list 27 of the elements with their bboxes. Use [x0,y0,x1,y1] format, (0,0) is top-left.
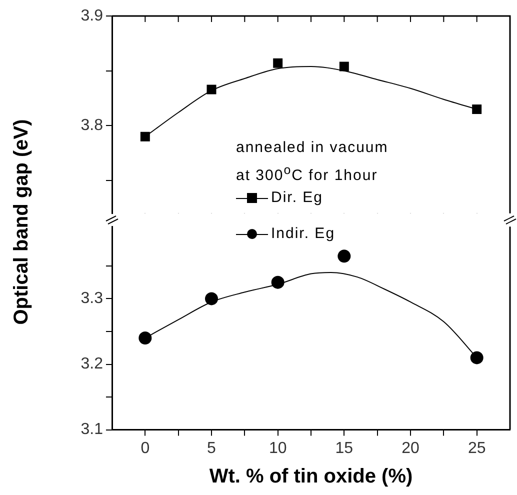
point [140,132,150,142]
x-tick-label: 20 [402,440,420,457]
point [470,351,484,364]
x-tick-label: 10 [268,440,287,457]
x-tick-label: 25 [468,440,486,457]
y-tick-label: 3.9 [80,7,104,24]
y-tick-label: 3.2 [80,356,104,373]
point [339,62,349,72]
point [271,276,284,289]
point [138,332,152,345]
x-tick-label: 0 [140,440,150,457]
y-tick-label: 3.1 [80,421,104,438]
point [472,104,482,114]
legend-label: Dir. Eg [271,188,324,208]
x-tick-label: 15 [335,440,354,457]
point [206,84,216,94]
legend-label: Indir. Eg [271,224,336,244]
y-axis-title: Optical band gap (eV) [10,119,34,325]
annotation: at 300$^{o}$C for 1hour [236,162,379,186]
x-tick-label: 5 [207,440,216,457]
x-axis-title: Wt. % of tin oxide (%) [209,466,413,488]
y-tick-label: 3.8 [80,117,104,134]
point [273,58,283,68]
annotation: annealed in vacuum [236,138,388,158]
point [205,292,218,306]
point [338,250,351,263]
y-tick-label: 3.3 [80,290,104,308]
